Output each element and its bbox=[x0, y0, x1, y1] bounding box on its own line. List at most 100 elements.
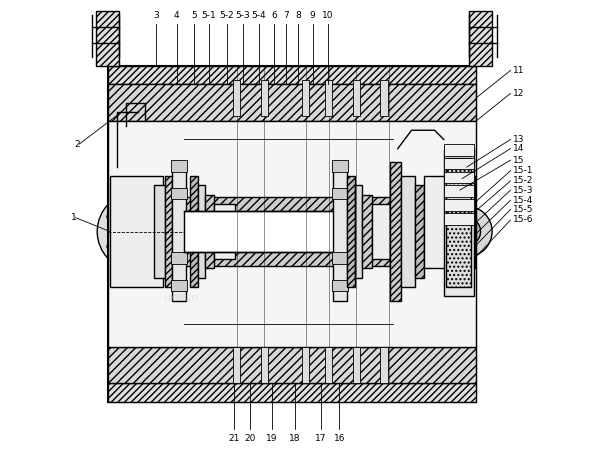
Circle shape bbox=[453, 218, 480, 245]
Bar bbox=[444, 172, 474, 183]
Bar bbox=[444, 199, 474, 211]
Bar bbox=[372, 204, 390, 259]
Bar bbox=[233, 347, 240, 383]
Bar bbox=[233, 80, 240, 116]
Text: 15-6: 15-6 bbox=[513, 215, 533, 225]
Circle shape bbox=[107, 213, 114, 220]
Bar bbox=[444, 144, 474, 156]
Circle shape bbox=[133, 258, 140, 265]
Circle shape bbox=[97, 193, 176, 270]
Bar bbox=[380, 80, 388, 116]
Bar bbox=[469, 11, 492, 66]
Bar bbox=[172, 163, 186, 300]
Bar bbox=[444, 158, 474, 169]
Bar bbox=[108, 383, 476, 402]
Text: 13: 13 bbox=[513, 135, 524, 144]
Text: 1: 1 bbox=[71, 213, 76, 222]
Bar bbox=[108, 347, 476, 383]
Bar bbox=[108, 66, 476, 84]
Text: 2: 2 bbox=[75, 139, 80, 149]
Bar bbox=[214, 204, 235, 259]
Text: 4: 4 bbox=[174, 11, 180, 20]
Text: 15-4: 15-4 bbox=[513, 196, 533, 205]
Circle shape bbox=[441, 206, 492, 257]
Text: 10: 10 bbox=[322, 11, 333, 20]
Text: 5: 5 bbox=[192, 11, 197, 20]
Bar bbox=[401, 176, 415, 287]
Bar bbox=[171, 252, 187, 264]
Bar bbox=[171, 280, 187, 291]
Bar bbox=[198, 186, 205, 277]
Bar bbox=[325, 347, 333, 383]
Bar bbox=[444, 186, 474, 197]
Bar bbox=[302, 80, 310, 116]
Bar bbox=[260, 347, 268, 383]
Text: 15: 15 bbox=[513, 156, 524, 165]
Bar bbox=[390, 163, 401, 300]
Text: uchun: uchun bbox=[164, 293, 199, 302]
Bar bbox=[415, 186, 425, 277]
Bar bbox=[108, 121, 476, 347]
Bar bbox=[362, 194, 372, 269]
Bar bbox=[425, 176, 475, 269]
Bar bbox=[347, 176, 355, 287]
Bar bbox=[108, 84, 476, 121]
Circle shape bbox=[127, 222, 145, 241]
Text: 14: 14 bbox=[513, 144, 524, 153]
Text: 8: 8 bbox=[295, 11, 301, 20]
Bar bbox=[260, 80, 268, 116]
Bar bbox=[333, 163, 347, 300]
Bar bbox=[333, 160, 348, 172]
Text: 3: 3 bbox=[153, 11, 159, 20]
Text: 12: 12 bbox=[513, 89, 524, 98]
Bar bbox=[108, 66, 476, 402]
Bar bbox=[333, 188, 348, 199]
Bar bbox=[469, 11, 492, 66]
Bar bbox=[333, 252, 348, 264]
Bar bbox=[96, 11, 119, 66]
Text: 20: 20 bbox=[245, 434, 256, 443]
Text: 15-3: 15-3 bbox=[513, 186, 533, 194]
Bar bbox=[380, 347, 388, 383]
Text: 21: 21 bbox=[229, 434, 240, 443]
Bar bbox=[184, 211, 393, 252]
Circle shape bbox=[158, 213, 166, 220]
Text: 6: 6 bbox=[272, 11, 278, 20]
Circle shape bbox=[107, 243, 114, 250]
Text: 7: 7 bbox=[283, 11, 289, 20]
Circle shape bbox=[158, 243, 166, 250]
Text: 5-4: 5-4 bbox=[251, 11, 266, 20]
Bar bbox=[154, 186, 165, 277]
Bar bbox=[355, 186, 362, 277]
Circle shape bbox=[461, 226, 472, 237]
Bar bbox=[353, 347, 360, 383]
Bar bbox=[444, 213, 474, 225]
Text: 18: 18 bbox=[289, 434, 301, 443]
Bar bbox=[302, 347, 310, 383]
Text: 16: 16 bbox=[333, 434, 345, 443]
Text: 5-1: 5-1 bbox=[202, 11, 216, 20]
Text: 15-2: 15-2 bbox=[513, 176, 533, 185]
Bar bbox=[325, 80, 333, 116]
Circle shape bbox=[133, 198, 140, 205]
Text: 5-3: 5-3 bbox=[235, 11, 250, 20]
Text: 11: 11 bbox=[513, 66, 524, 75]
Text: 15-1: 15-1 bbox=[513, 166, 533, 175]
Text: 19: 19 bbox=[266, 434, 278, 443]
Bar bbox=[446, 158, 471, 287]
Bar bbox=[96, 11, 119, 66]
Bar bbox=[444, 149, 474, 296]
Bar bbox=[110, 176, 163, 287]
Text: 17: 17 bbox=[315, 434, 327, 443]
Text: 9: 9 bbox=[310, 11, 315, 20]
Bar bbox=[171, 160, 187, 172]
Bar bbox=[165, 176, 172, 287]
Bar bbox=[184, 197, 393, 266]
Bar bbox=[190, 176, 198, 287]
Bar bbox=[353, 80, 360, 116]
Text: 5-2: 5-2 bbox=[219, 11, 234, 20]
Bar bbox=[171, 188, 187, 199]
Bar bbox=[205, 194, 214, 269]
Circle shape bbox=[116, 211, 157, 252]
Text: 15-5: 15-5 bbox=[513, 205, 533, 214]
